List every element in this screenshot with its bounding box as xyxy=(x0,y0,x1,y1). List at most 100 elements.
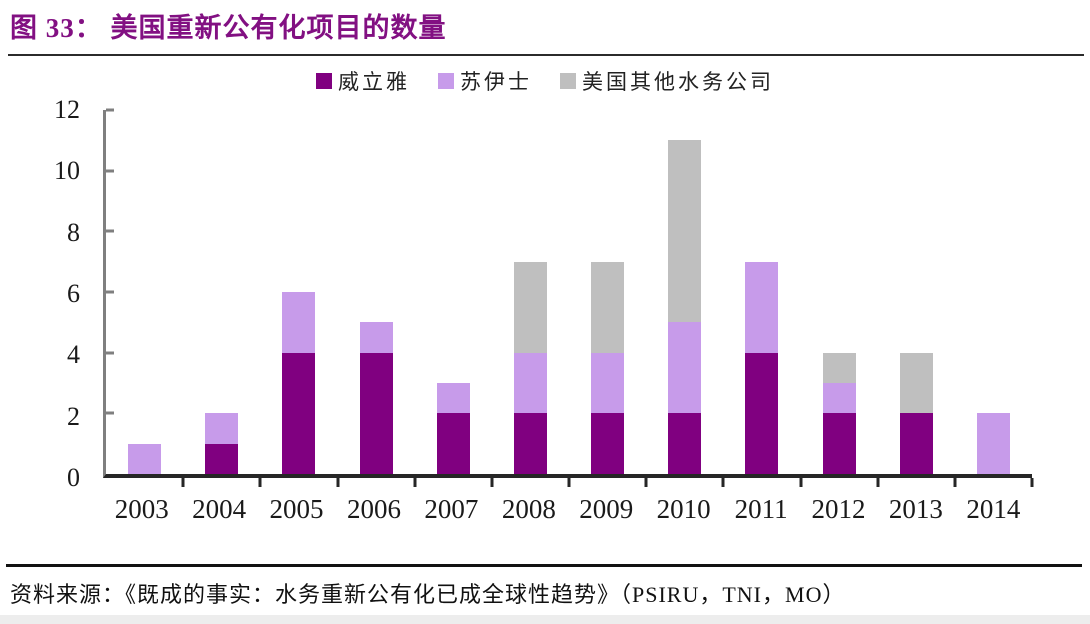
bar-segment xyxy=(668,140,702,323)
y-tick-label: 4 xyxy=(67,340,80,370)
bar-column-2008 xyxy=(492,110,569,474)
bar-column-2007 xyxy=(415,110,492,474)
x-axis-label: 2014 xyxy=(966,494,1021,524)
y-tick-mark xyxy=(106,169,114,173)
figure-title: 图 33： 美国重新公有化项目的数量 xyxy=(10,13,447,43)
bar-column-2009 xyxy=(569,110,646,474)
chart-legend: 威立雅 苏伊士 美国其他水务公司 xyxy=(0,66,1090,96)
bar-column-2010 xyxy=(646,110,723,474)
bar-segment xyxy=(513,413,547,474)
x-axis-label: 2008 xyxy=(501,494,556,524)
y-tick-label: 6 xyxy=(67,279,80,308)
x-tick-mark xyxy=(336,478,339,487)
bar-segment xyxy=(205,443,239,474)
bar-segment xyxy=(899,413,933,474)
x-axis-label: 2004 xyxy=(192,494,247,524)
bar-stack xyxy=(205,110,239,474)
bar-segment xyxy=(591,261,625,353)
bar-segment xyxy=(822,352,856,384)
bar-segment xyxy=(745,261,779,353)
x-axis-label: 2009 xyxy=(579,494,634,524)
bar-segment xyxy=(359,352,393,474)
legend-swatch-other-us-water xyxy=(560,73,576,89)
bar-segment xyxy=(745,352,779,474)
bar-stack xyxy=(976,110,1010,474)
bar-column-2004 xyxy=(183,110,260,474)
bar-stack xyxy=(591,110,625,474)
bar-segment xyxy=(513,261,547,353)
title-divider xyxy=(8,54,1084,56)
x-tick-mark xyxy=(490,478,494,487)
y-tick-label: 8 xyxy=(67,217,80,247)
x-tick-mark xyxy=(181,478,185,487)
legend-item-veolia: 威立雅 xyxy=(316,66,410,96)
x-axis-label: 2011 xyxy=(734,494,788,524)
bar-column-2011 xyxy=(723,110,800,474)
x-tick-mark xyxy=(876,478,880,487)
y-tick-label: 2 xyxy=(67,401,80,431)
x-axis-labels: 2003 2004 2005 2006 2007 2008 2009 2010 2011 2012… xyxy=(103,494,1032,525)
bar-segment xyxy=(359,322,393,353)
bar-stack xyxy=(899,110,933,474)
bar-segment xyxy=(205,413,239,444)
x-tick-mark xyxy=(413,478,417,487)
bar-stack xyxy=(513,110,547,474)
x-tick-mark xyxy=(953,478,957,487)
y-tick-mark xyxy=(106,108,114,112)
bar-segment xyxy=(668,413,702,474)
bar-column-2014 xyxy=(955,110,1032,474)
x-axis-label: 2005 xyxy=(269,494,324,524)
legend-label-veolia: 威立雅 xyxy=(338,70,410,94)
bar-column-2003 xyxy=(106,110,183,474)
bar-segment xyxy=(822,383,856,414)
bar-segment xyxy=(668,322,702,414)
bar-stack xyxy=(436,110,470,474)
bar-column-2005 xyxy=(260,110,337,474)
bar-segment xyxy=(822,413,856,474)
bar-stack xyxy=(128,110,162,474)
legend-item-other-us-water: 美国其他水务公司 xyxy=(560,66,774,96)
y-axis: 0 2 4 6 8 10 12 xyxy=(18,95,92,492)
x-tick-mark xyxy=(1030,478,1034,487)
x-axis-label: 2006 xyxy=(346,494,401,524)
legend-item-suez: 苏伊士 xyxy=(438,66,532,96)
y-tick-mark xyxy=(106,290,114,294)
bar-stack xyxy=(668,110,702,474)
x-tick-mark xyxy=(567,478,571,487)
bar-segment xyxy=(436,413,470,474)
x-tick-mark xyxy=(799,478,802,487)
bar-segment xyxy=(513,352,547,414)
bar-segment xyxy=(899,352,933,414)
bar-segment xyxy=(436,383,470,414)
bar-column-2012 xyxy=(801,110,878,474)
y-tick-label: 0 xyxy=(67,463,80,492)
y-tick-label: 12 xyxy=(54,95,80,124)
legend-swatch-suez xyxy=(438,73,454,89)
bar-segment xyxy=(591,413,625,474)
source-divider xyxy=(6,564,1082,567)
x-axis-label: 2013 xyxy=(888,494,943,524)
bar-stack xyxy=(359,110,393,474)
y-tick-mark xyxy=(106,351,114,355)
x-tick-mark xyxy=(721,478,725,487)
bar-segment xyxy=(282,352,316,474)
bar-segment xyxy=(591,352,625,414)
legend-label-suez: 苏伊士 xyxy=(460,70,532,94)
bar-segment xyxy=(976,413,1010,474)
x-axis-label: 2003 xyxy=(114,494,169,524)
bar-column-2006 xyxy=(338,110,415,474)
y-tick-label: 10 xyxy=(54,156,80,186)
page-bottom-strip xyxy=(0,615,1090,624)
x-axis-label: 2007 xyxy=(424,494,479,524)
x-tick-mark xyxy=(644,478,648,487)
source-note: 资料来源：《既成的事实：水务重新公有化已成全球性趋势》（PSIRU，TNI，MO… xyxy=(10,582,846,607)
bar-column-2013 xyxy=(878,110,955,474)
legend-swatch-veolia xyxy=(316,73,332,89)
bar-stack xyxy=(822,110,856,474)
y-tick-mark xyxy=(106,411,114,415)
bar-stack xyxy=(282,110,316,474)
x-axis-label: 2010 xyxy=(656,494,711,524)
x-axis-label: 2012 xyxy=(811,494,866,524)
plot-area xyxy=(103,108,1034,487)
